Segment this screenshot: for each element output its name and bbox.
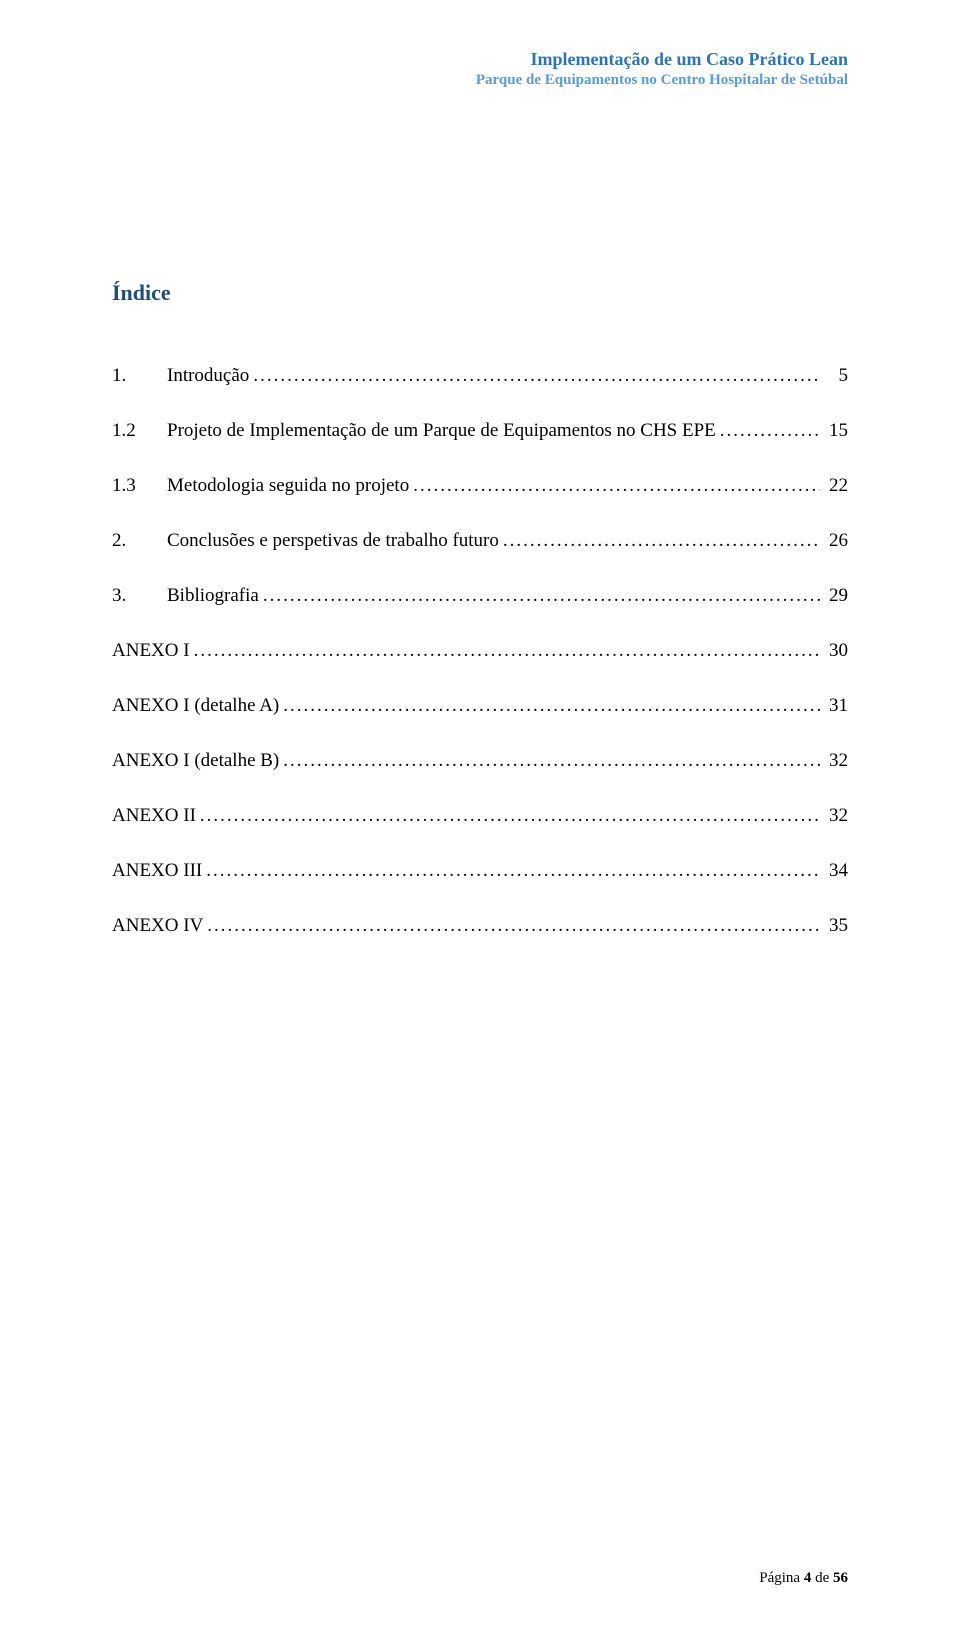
toc-entry-label: Metodologia seguida no projeto bbox=[167, 475, 409, 497]
toc-entry-label: ANEXO IV bbox=[112, 915, 203, 937]
footer-total-pages: 56 bbox=[833, 1570, 848, 1586]
toc-entry-label: ANEXO I (detalhe B) bbox=[112, 750, 279, 772]
toc-entry-page: 15 bbox=[820, 420, 848, 442]
toc-entry: ANEXO IV 35 bbox=[112, 915, 848, 937]
toc-entry-leader bbox=[249, 365, 820, 387]
toc-entry-page: 26 bbox=[820, 530, 848, 552]
toc-entry: 1.3Metodologia seguida no projeto 22 bbox=[112, 475, 848, 497]
toc-entry-page: 32 bbox=[820, 750, 848, 772]
toc-entry-leader bbox=[203, 915, 820, 937]
toc-entry-label: Bibliografia bbox=[167, 585, 259, 607]
footer-sep: de bbox=[811, 1570, 833, 1586]
toc-entry: ANEXO I 30 bbox=[112, 640, 848, 662]
toc-entry: 3.Bibliografia 29 bbox=[112, 585, 848, 607]
toc-entry: 1.Introdução 5 bbox=[112, 365, 848, 387]
toc-entry: ANEXO I (detalhe A) 31 bbox=[112, 695, 848, 717]
toc-entry-label: Conclusões e perspetivas de trabalho fut… bbox=[167, 530, 499, 552]
toc-entry-number: 1.3 bbox=[112, 475, 167, 497]
footer-prefix: Página bbox=[759, 1570, 804, 1586]
header-title: Implementação de um Caso Prático Lean bbox=[476, 48, 848, 71]
toc-entry: ANEXO II 32 bbox=[112, 805, 848, 827]
toc-list: 1.Introdução 5 1.2Projeto de Implementação… bbox=[112, 365, 848, 970]
toc-entry: ANEXO I (detalhe B) 32 bbox=[112, 750, 848, 772]
toc-entry-number: 2. bbox=[112, 530, 167, 552]
toc-entry-page: 29 bbox=[820, 585, 848, 607]
toc-entry-leader bbox=[259, 585, 820, 607]
toc-entry-page: 35 bbox=[820, 915, 848, 937]
toc-entry-page: 31 bbox=[820, 695, 848, 717]
toc-entry-page: 30 bbox=[820, 640, 848, 662]
toc-entry-page: 22 bbox=[820, 475, 848, 497]
toc-entry-number: 1.2 bbox=[112, 420, 167, 442]
page-footer: Página 4 de 56 bbox=[759, 1570, 848, 1587]
toc-entry-leader bbox=[196, 805, 820, 827]
toc-entry-label: Projeto de Implementação de um Parque de… bbox=[167, 420, 716, 442]
toc-entry-label: ANEXO II bbox=[112, 805, 196, 827]
toc-entry-leader bbox=[409, 475, 820, 497]
toc-entry-page: 32 bbox=[820, 805, 848, 827]
toc-entry: 1.2Projeto de Implementação de um Parque… bbox=[112, 420, 848, 442]
toc-entry-page: 34 bbox=[820, 860, 848, 882]
toc-entry-label: Introdução bbox=[167, 365, 249, 387]
header-subtitle: Parque de Equipamentos no Centro Hospita… bbox=[476, 71, 848, 91]
toc-entry-number: 1. bbox=[112, 365, 167, 387]
toc-entry-leader bbox=[279, 750, 820, 772]
page-header: Implementação de um Caso Prático Lean Pa… bbox=[476, 48, 848, 91]
toc-entry-label: ANEXO I (detalhe A) bbox=[112, 695, 279, 717]
toc-entry: 2.Conclusões e perspetivas de trabalho f… bbox=[112, 530, 848, 552]
toc-entry-page: 5 bbox=[820, 365, 848, 387]
toc-entry-label: ANEXO III bbox=[112, 860, 202, 882]
toc-entry-leader bbox=[279, 695, 820, 717]
toc-entry-number: 3. bbox=[112, 585, 167, 607]
toc-entry: ANEXO III 34 bbox=[112, 860, 848, 882]
toc-entry-leader bbox=[499, 530, 820, 552]
toc-entry-leader bbox=[716, 420, 820, 442]
toc-heading: Índice bbox=[112, 280, 171, 306]
toc-entry-leader bbox=[190, 640, 820, 662]
toc-entry-leader bbox=[202, 860, 820, 882]
toc-entry-label: ANEXO I bbox=[112, 640, 190, 662]
